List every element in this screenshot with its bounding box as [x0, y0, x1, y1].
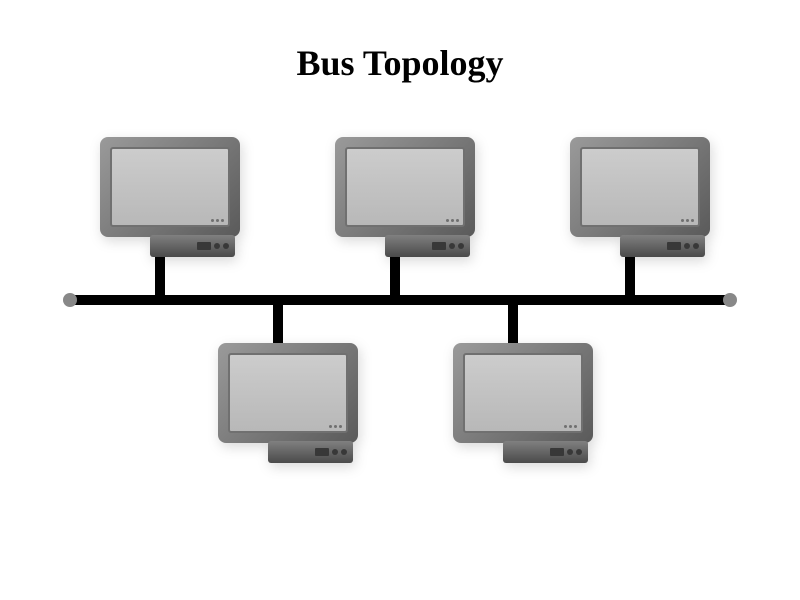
- drop-cable: [273, 305, 283, 345]
- bus-backbone: [70, 295, 730, 305]
- screen: [463, 353, 583, 433]
- screen-controls: [329, 425, 342, 428]
- monitor: [218, 343, 358, 443]
- screen-controls: [211, 219, 224, 222]
- monitor: [570, 137, 710, 237]
- screen: [110, 147, 230, 227]
- computer-node: [335, 137, 475, 257]
- monitor: [100, 137, 240, 237]
- computer-base: [620, 235, 705, 257]
- drop-cable: [390, 255, 400, 295]
- monitor: [453, 343, 593, 443]
- computer-node: [453, 343, 593, 463]
- screen: [228, 353, 348, 433]
- drop-cable: [508, 305, 518, 345]
- computer-node: [218, 343, 358, 463]
- drop-cable: [625, 255, 635, 295]
- screen: [580, 147, 700, 227]
- screen-controls: [446, 219, 459, 222]
- terminator-left: [63, 293, 77, 307]
- computer-node: [570, 137, 710, 257]
- computer-base: [385, 235, 470, 257]
- monitor: [335, 137, 475, 237]
- screen-controls: [681, 219, 694, 222]
- computer-base: [150, 235, 235, 257]
- computer-base: [503, 441, 588, 463]
- computer-node: [100, 137, 240, 257]
- computer-base: [268, 441, 353, 463]
- screen-controls: [564, 425, 577, 428]
- screen: [345, 147, 465, 227]
- terminator-right: [723, 293, 737, 307]
- diagram-title: Bus Topology: [0, 42, 800, 84]
- drop-cable: [155, 255, 165, 295]
